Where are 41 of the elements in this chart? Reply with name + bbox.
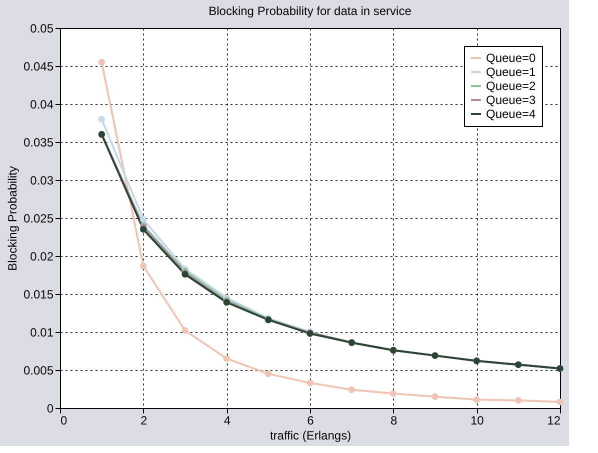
x-tick-label: 6: [307, 414, 314, 428]
x-tick-label: 8: [390, 414, 398, 428]
x-tick-label: 2: [140, 414, 148, 428]
point: [98, 58, 106, 66]
point: [556, 398, 564, 406]
y-tick-label: 0.05: [30, 22, 54, 36]
x-tick-label: 12: [547, 414, 561, 428]
chart-title: Blocking Probability for data in service: [208, 4, 412, 18]
point: [432, 393, 438, 400]
point: [348, 386, 356, 394]
point: [514, 397, 522, 404]
y-tick-label: 0.045: [23, 60, 54, 74]
legend-label: Queue=0: [486, 51, 536, 65]
y-tick-label: 0.04: [30, 98, 54, 112]
point: [98, 116, 106, 123]
x-tick-label: 4: [224, 414, 231, 428]
legend-label: Queue=1: [486, 65, 536, 79]
point: [264, 370, 272, 378]
y-tick-label: 0.025: [23, 212, 54, 226]
y-tick-label: 0.015: [23, 288, 54, 302]
y-tick-label: 0.035: [23, 136, 54, 150]
legend-label: Queue=2: [486, 79, 536, 93]
legend-label: Queue=3: [486, 93, 536, 107]
point: [306, 380, 314, 386]
x-tick-label: 10: [470, 414, 484, 428]
point: [140, 216, 147, 223]
x-tick-label: 0: [60, 414, 68, 428]
y-axis-title: Blocking Probability: [5, 166, 20, 271]
legend-label: Queue=4: [486, 107, 536, 121]
point: [140, 226, 147, 233]
x-axis-title: traffic (Erlangs): [270, 428, 352, 442]
y-tick-label: 0: [46, 402, 54, 416]
point: [473, 396, 480, 403]
y-tick-label: 0.02: [30, 250, 54, 264]
y-tick-label: 0.03: [30, 174, 54, 188]
point: [140, 262, 147, 270]
y-tick-label: 0.005: [23, 364, 54, 378]
y-tick-label: 0.01: [30, 326, 54, 340]
point: [223, 355, 230, 362]
point: [390, 390, 397, 397]
point: [182, 327, 188, 334]
